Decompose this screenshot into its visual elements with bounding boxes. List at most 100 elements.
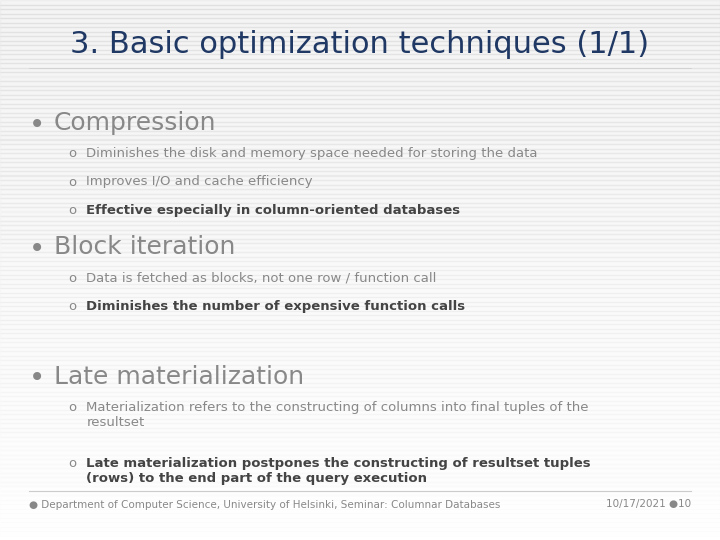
- Bar: [0, 122, 720, 126]
- Bar: [0, 477, 720, 482]
- Bar: [0, 58, 720, 63]
- Bar: [0, 306, 720, 310]
- Bar: [0, 387, 720, 392]
- Bar: [0, 531, 720, 536]
- Bar: [0, 77, 720, 81]
- Text: Materialization refers to the constructing of columns into final tuples of the
r: Materialization refers to the constructi…: [86, 401, 589, 429]
- Bar: [0, 207, 720, 212]
- Text: o: o: [68, 204, 76, 217]
- Bar: [0, 256, 720, 261]
- Bar: [0, 333, 720, 338]
- Bar: [0, 455, 720, 459]
- Bar: [0, 320, 720, 324]
- Bar: [0, 108, 720, 112]
- Bar: [0, 27, 720, 31]
- Bar: [0, 45, 720, 50]
- Bar: [0, 185, 720, 189]
- Bar: [0, 324, 720, 328]
- Bar: [0, 234, 720, 239]
- Bar: [0, 351, 720, 355]
- Text: ● Department of Computer Science, University of Helsinki, Seminar: Columnar Data: ● Department of Computer Science, Univer…: [29, 500, 500, 510]
- Bar: [0, 284, 720, 288]
- Bar: [0, 369, 720, 374]
- Bar: [0, 220, 720, 225]
- Bar: [0, 85, 720, 90]
- Bar: [0, 36, 720, 40]
- Text: o: o: [68, 401, 76, 414]
- Bar: [0, 526, 720, 531]
- Bar: [0, 490, 720, 495]
- Bar: [0, 297, 720, 301]
- Bar: [0, 436, 720, 441]
- Bar: [0, 63, 720, 68]
- Bar: [0, 261, 720, 266]
- Bar: [0, 117, 720, 122]
- Bar: [0, 198, 720, 202]
- Text: Late materialization: Late materialization: [54, 364, 304, 388]
- Bar: [0, 509, 720, 513]
- Bar: [0, 382, 720, 387]
- Bar: [0, 9, 720, 14]
- Bar: [0, 99, 720, 104]
- Bar: [0, 486, 720, 490]
- Bar: [0, 112, 720, 117]
- Bar: [0, 482, 720, 486]
- Bar: [0, 463, 720, 468]
- Bar: [0, 135, 720, 139]
- Text: •: •: [29, 111, 45, 139]
- Bar: [0, 288, 720, 293]
- Bar: [0, 504, 720, 509]
- Text: •: •: [29, 364, 45, 393]
- Text: Diminishes the number of expensive function calls: Diminishes the number of expensive funct…: [86, 300, 466, 313]
- Bar: [0, 418, 720, 423]
- Bar: [0, 522, 720, 526]
- Bar: [0, 374, 720, 378]
- Bar: [0, 414, 720, 418]
- Bar: [0, 468, 720, 472]
- Bar: [0, 342, 720, 347]
- Bar: [0, 495, 720, 500]
- Bar: [0, 396, 720, 401]
- Bar: [0, 144, 720, 148]
- Bar: [0, 4, 720, 9]
- Bar: [0, 158, 720, 162]
- Bar: [0, 90, 720, 94]
- Bar: [0, 23, 720, 27]
- Bar: [0, 428, 720, 432]
- Bar: [0, 459, 720, 463]
- Text: Diminishes the disk and memory space needed for storing the data: Diminishes the disk and memory space nee…: [86, 147, 538, 160]
- Text: Data is fetched as blocks, not one row / function call: Data is fetched as blocks, not one row /…: [86, 272, 437, 285]
- Bar: [0, 270, 720, 274]
- Bar: [0, 166, 720, 171]
- Bar: [0, 72, 720, 77]
- Text: •: •: [29, 235, 45, 263]
- Bar: [0, 274, 720, 279]
- Text: o: o: [68, 457, 76, 470]
- Bar: [0, 239, 720, 243]
- Bar: [0, 279, 720, 284]
- Bar: [0, 252, 720, 256]
- Bar: [0, 31, 720, 36]
- Bar: [0, 328, 720, 333]
- Bar: [0, 212, 720, 216]
- Bar: [0, 432, 720, 436]
- Bar: [0, 338, 720, 342]
- Bar: [0, 378, 720, 382]
- Bar: [0, 472, 720, 477]
- Text: Compression: Compression: [54, 111, 217, 134]
- Bar: [0, 360, 720, 364]
- Bar: [0, 180, 720, 185]
- Text: Effective especially in column-oriented databases: Effective especially in column-oriented …: [86, 204, 461, 217]
- Bar: [0, 310, 720, 315]
- Bar: [0, 189, 720, 193]
- Bar: [0, 243, 720, 247]
- Bar: [0, 401, 720, 405]
- Bar: [0, 68, 720, 72]
- Bar: [0, 517, 720, 522]
- Bar: [0, 50, 720, 54]
- Bar: [0, 315, 720, 320]
- Bar: [0, 536, 720, 540]
- Text: Block iteration: Block iteration: [54, 235, 235, 259]
- Bar: [0, 162, 720, 166]
- Bar: [0, 230, 720, 234]
